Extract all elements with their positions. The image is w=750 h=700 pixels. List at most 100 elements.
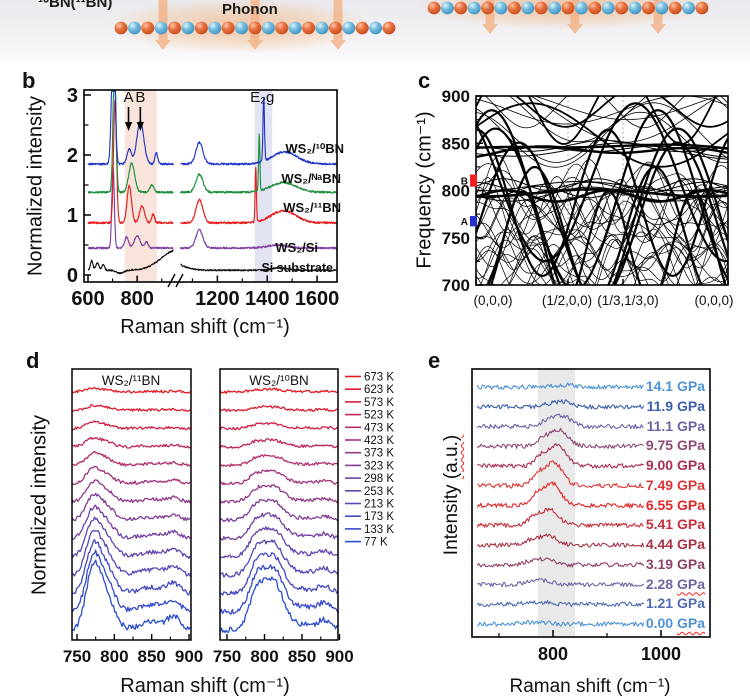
- spectrum-curve-b: [87, 90, 174, 166]
- pressure-unit: GPa: [676, 397, 705, 414]
- phonon-band: [476, 236, 728, 285]
- schematic-strip: ¹⁰BN(¹¹BN) Phonon: [0, 0, 750, 62]
- k-point-label: (0,0,0): [694, 293, 733, 308]
- pressure-label: 14.1 GPa: [545, 377, 705, 395]
- spectrum-curve-e: [477, 578, 644, 588]
- legend-label: 573 K: [364, 397, 394, 409]
- spectrum-curve-d: [71, 549, 191, 613]
- pressure-unit: GPa: [676, 536, 705, 552]
- atom-blue: [467, 1, 481, 15]
- x-tick-label-d: 750: [63, 647, 91, 666]
- y-axis-title-d: Normalized intensity: [28, 414, 51, 596]
- phonon-band: [476, 234, 728, 284]
- spectrum-curve-d: [71, 465, 191, 486]
- atom-orange: [248, 21, 262, 35]
- spectrum-curve-d: [219, 512, 339, 541]
- atom-orange: [454, 1, 468, 15]
- y-tick-label-c: 750: [442, 229, 470, 248]
- series-label-ws2-si: WS₂/Si: [275, 240, 318, 255]
- spectrum-curve-d: [71, 538, 191, 596]
- phonon-arrowhead: [482, 24, 498, 34]
- x-tick-label-d: 800: [100, 647, 128, 666]
- phonon-band: [476, 127, 728, 285]
- pressure-unit: GPa: [676, 516, 705, 533]
- atom-orange: [302, 21, 315, 35]
- legend-label: 77 K: [364, 537, 388, 549]
- pressure-label: 11.1 GPa: [545, 417, 705, 435]
- phonon-band: [476, 241, 728, 280]
- panel-letter-d: d: [26, 348, 39, 373]
- spectrum-curve-b: [87, 249, 174, 275]
- mode-marker-label-b: B: [461, 177, 468, 188]
- axis-break-slash: [175, 273, 184, 288]
- spectrum-curve-d: [71, 504, 191, 540]
- pressure-labels: 14.1 GPa 11.9 GPa 11.1 GPa 9.75 GPa 9.00 GPa…: [540, 340, 707, 640]
- atom-blue: [682, 1, 695, 15]
- mode-marker-b: [470, 174, 477, 187]
- legend-label: 623 K: [364, 384, 394, 396]
- spectrum-curve-d: [219, 539, 339, 578]
- spectrum-curve-d: [219, 498, 339, 523]
- series-label-ws2-nabn: WS₂/ᴺᵃBN: [281, 171, 341, 186]
- pressure-label: 6.55 GPa: [545, 496, 705, 514]
- legend-label: 523 K: [364, 410, 394, 422]
- subpanel-title-11bn: WS₂/¹¹BN: [102, 373, 160, 388]
- spectrum-curve-d: [71, 386, 191, 394]
- atom-orange: [168, 21, 182, 35]
- phonon-band: [484, 96, 728, 129]
- plot-frame-e: [471, 368, 711, 638]
- spectrum-curve-d: [219, 404, 339, 413]
- spectrum-curve-e: [477, 413, 644, 430]
- phonon-band: [529, 96, 720, 143]
- spectrum-curve-d: [219, 387, 339, 394]
- phonon-band: [476, 199, 728, 269]
- spectrum-curve-d: [219, 454, 339, 468]
- plot-frame-d-left: [71, 368, 192, 641]
- spectrum-curve-d: [71, 420, 191, 431]
- spectrum-curve-d: [71, 436, 191, 449]
- phonon-band: [476, 219, 728, 271]
- spectrum-curve-e: [476, 481, 645, 509]
- spectrum-curve-b: [180, 133, 337, 194]
- plot-frame-d-right: [219, 368, 339, 641]
- x-tick-label-d: 800: [250, 647, 278, 666]
- pressure-value: 14.1: [645, 378, 677, 394]
- y-title-e-unit: (a.u.): [441, 434, 462, 480]
- spectrum-curve-d: [71, 492, 191, 522]
- phonon-band: [533, 96, 720, 120]
- pressure-value: 2.28: [645, 575, 677, 592]
- phonon-arrow: [250, 0, 260, 40]
- spectrum-curve-d: [71, 559, 191, 631]
- spectrum-curve-e: [476, 507, 644, 528]
- spectrum-curve-d: [220, 552, 339, 596]
- k-point-label: (1/2,0,0): [542, 293, 592, 308]
- pressure-unit: GPa: [676, 417, 705, 434]
- atom-blue: [628, 1, 642, 15]
- spectrum-curve-d: [219, 421, 339, 431]
- spectrum-curve-d: [71, 404, 191, 412]
- phonon-band: [476, 188, 728, 198]
- pressure-value: 4.44: [645, 536, 677, 552]
- panel-c: c 700 750 800 850 900 (0,0,0) (1/2,0,0) (1/3,1/…: [418, 68, 734, 308]
- phonon-band: [476, 231, 728, 285]
- pressure-label: 4.44 GPa: [545, 535, 705, 553]
- atom-blue: [548, 1, 561, 15]
- pressure-unit: GPa: [676, 457, 705, 473]
- spectrum-curve-d: [219, 438, 339, 449]
- y-tick-label-c: 900: [442, 87, 470, 106]
- phonon-arrowhead: [650, 24, 666, 34]
- spectrum-curve-d: [219, 484, 339, 504]
- panel-letter-e: e: [428, 348, 440, 373]
- plot-frame-b: [83, 89, 338, 283]
- spectrum-curve-e: [477, 619, 645, 627]
- spectrum-curve-d: [71, 529, 191, 577]
- phonon-band: [476, 142, 728, 160]
- atom-blue: [521, 1, 535, 15]
- phonon-band: [476, 181, 728, 194]
- y-tick-label-b: 3: [67, 85, 78, 107]
- phonon-band: [476, 176, 728, 245]
- panel-letter-b: b: [22, 68, 35, 93]
- pressure-unit: GPa: [676, 496, 705, 513]
- pressure-unit: GPa: [676, 595, 705, 612]
- isotope-label: ¹⁰BN(¹¹BN): [38, 0, 113, 11]
